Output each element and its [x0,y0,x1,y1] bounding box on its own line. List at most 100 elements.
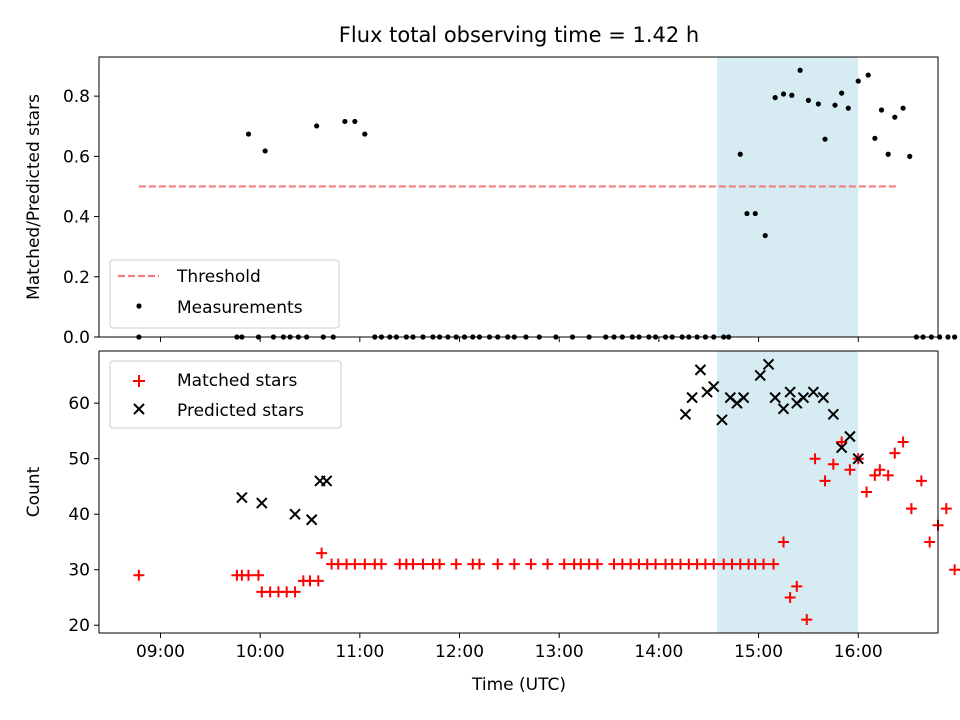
matched-star-point [889,447,901,459]
predicted-star-point [762,358,775,371]
x-axis-ticks-top [159,337,859,342]
measurement-point [865,72,871,78]
y-tick-label: 50 [68,450,90,470]
y-tick-label: 40 [68,505,90,525]
matched-star-points [133,436,960,626]
x-axis-ticks-bottom: 09:00 10:00 11:00 12:00 13:00 14:00 15:00 16:00 [136,633,883,662]
matched-star-point [924,536,936,548]
matched-star-point [542,558,554,570]
panel-counts: 20 30 40 50 60 09:00 10:00 11:00 12:00 13:00 14:0… [24,350,960,695]
predicted-star-point [708,380,720,393]
measurement-point [892,114,898,120]
matched-star-point [252,569,264,581]
measurement-point [772,95,778,101]
predicted-star-point [737,391,750,404]
predicted-star-point [236,491,248,504]
predicted-star-point [320,475,333,487]
predicted-star-point [769,391,781,404]
predicted-star-point [289,508,301,520]
y-tick-label: 0.8 [63,87,90,107]
predicted-star-point [256,497,268,509]
matched-star-point [897,436,909,448]
measurement-point [752,210,758,217]
matched-star-point [133,569,145,581]
matched-star-point [359,558,371,570]
measurement-point [362,131,368,137]
predicted-star-point [777,403,790,415]
legend-predicted-label: Predicted stars [177,401,304,421]
predicted-star-point [817,391,830,404]
measurement-point [789,92,795,98]
matched-star-point [243,569,255,581]
legend-measurements-swatch [136,303,142,309]
measurement-point [744,210,750,217]
measurement-point [314,123,320,129]
matched-star-point [650,558,662,570]
y-tick-label: 0.2 [63,268,90,288]
legend-bottom: Matched stars Predicted stars [109,360,342,429]
measurement-point [952,334,958,340]
predicted-star-point [852,452,864,465]
predicted-star-point [305,514,318,526]
matched-star-point [809,453,821,465]
measurement-point [855,78,861,84]
legend-matched-swatch [133,375,145,387]
predicted-star-point [807,386,820,398]
chart-title: Flux total observing time = 1.42 h [339,23,699,47]
matched-star-point [417,558,429,570]
matched-star-point [434,558,446,570]
x-tick-label: 11:00 [335,642,384,662]
y-axis-ticks-top: 0.0 0.2 0.4 0.6 0.8 [63,87,99,348]
predicted-star-point [797,391,810,404]
predicted-star-point [827,408,840,420]
matched-star-point [874,464,886,476]
legend-predicted-swatch [133,403,145,415]
matched-star-point [473,558,485,570]
x-tick-label: 14:00 [634,642,683,662]
matched-star-point [508,558,520,570]
matched-star-point [905,503,917,515]
x-tick-label: 12:00 [435,642,484,662]
matched-star-point [708,558,720,570]
measurement-point [762,232,768,239]
matched-star-point [558,558,570,570]
x-tick-label: 09:00 [136,642,185,662]
measurement-point [832,102,838,108]
matched-star-point [819,475,831,487]
matched-star-point [525,558,537,570]
measurement-point [797,67,803,73]
panel-ratio: 0.00.20.40.60.8 Matched/Predicted stars … [24,56,958,348]
y-tick-label: 20 [68,616,90,636]
measurement-point [885,151,891,157]
measurement-point [839,90,845,96]
matched-star-point [784,591,796,603]
matched-star-point [869,469,881,481]
x-axis-label: Time (UTC) [471,675,566,695]
predicted-star-point [694,364,707,376]
legend-matched-label: Matched stars [177,371,297,391]
y-tick-label: 30 [68,561,90,581]
matched-star-point [882,469,894,481]
highlight-span-bottom [717,351,859,633]
plot-frame-top [98,56,939,338]
legend-top: Threshold Measurements [109,259,340,329]
matched-star-point [312,575,324,587]
measurement-point [805,97,812,103]
x-tick-label: 15:00 [734,642,783,662]
y-tick-label: 0.0 [63,328,90,348]
predicted-star-points [236,358,864,526]
predicted-star-point [679,408,692,420]
matched-star-point [407,558,419,570]
matched-star-point [801,614,813,626]
measurement-point [245,131,252,137]
measurement-point [872,135,878,141]
predicted-star-point [835,441,848,454]
predicted-star-point [784,386,796,398]
matched-star-point [827,458,839,470]
legend-measurements-label: Measurements [177,298,303,318]
matched-star-point [492,558,504,570]
matched-star-point [844,464,856,476]
measurement-point [878,107,885,113]
highlight-span-top [717,57,859,337]
legend-box-top [109,259,340,329]
